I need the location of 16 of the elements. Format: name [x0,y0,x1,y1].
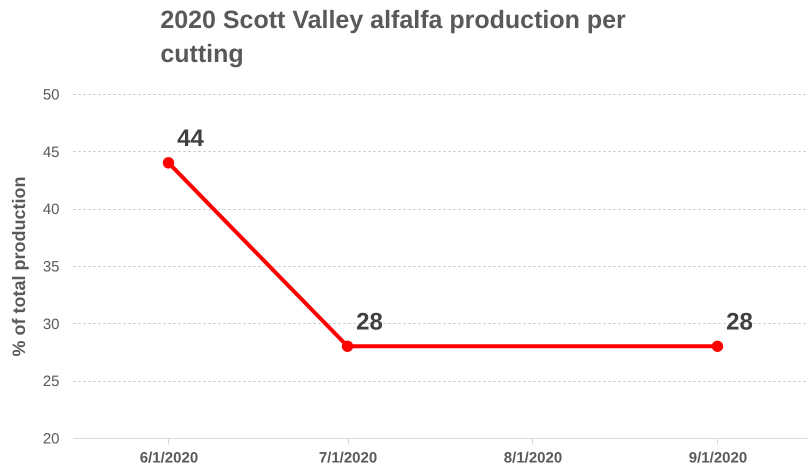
y-tick-label: 20 [42,430,60,448]
y-tick-label: 40 [42,201,60,218]
y-tick-label: 35 [42,258,60,276]
x-tick-label: 8/1/2020 [504,450,562,466]
y-tick-label: 45 [42,144,60,161]
x-tick-label: 7/1/2020 [318,450,378,466]
y-tick-label: 25 [42,373,60,390]
y-tick-label: 50 [42,86,60,104]
y-axis-title: % of total production [8,176,29,356]
data-label: 28 [726,308,753,336]
x-tick-label: 9/1/2020 [688,450,748,466]
y-tick-label: 30 [42,316,60,333]
data-label: 44 [177,124,204,152]
chart-title: 2020 Scott Valley alfalfa production per cutting [160,6,626,68]
data-label: 28 [356,308,383,336]
x-tick-label: 6/1/2020 [140,450,198,466]
